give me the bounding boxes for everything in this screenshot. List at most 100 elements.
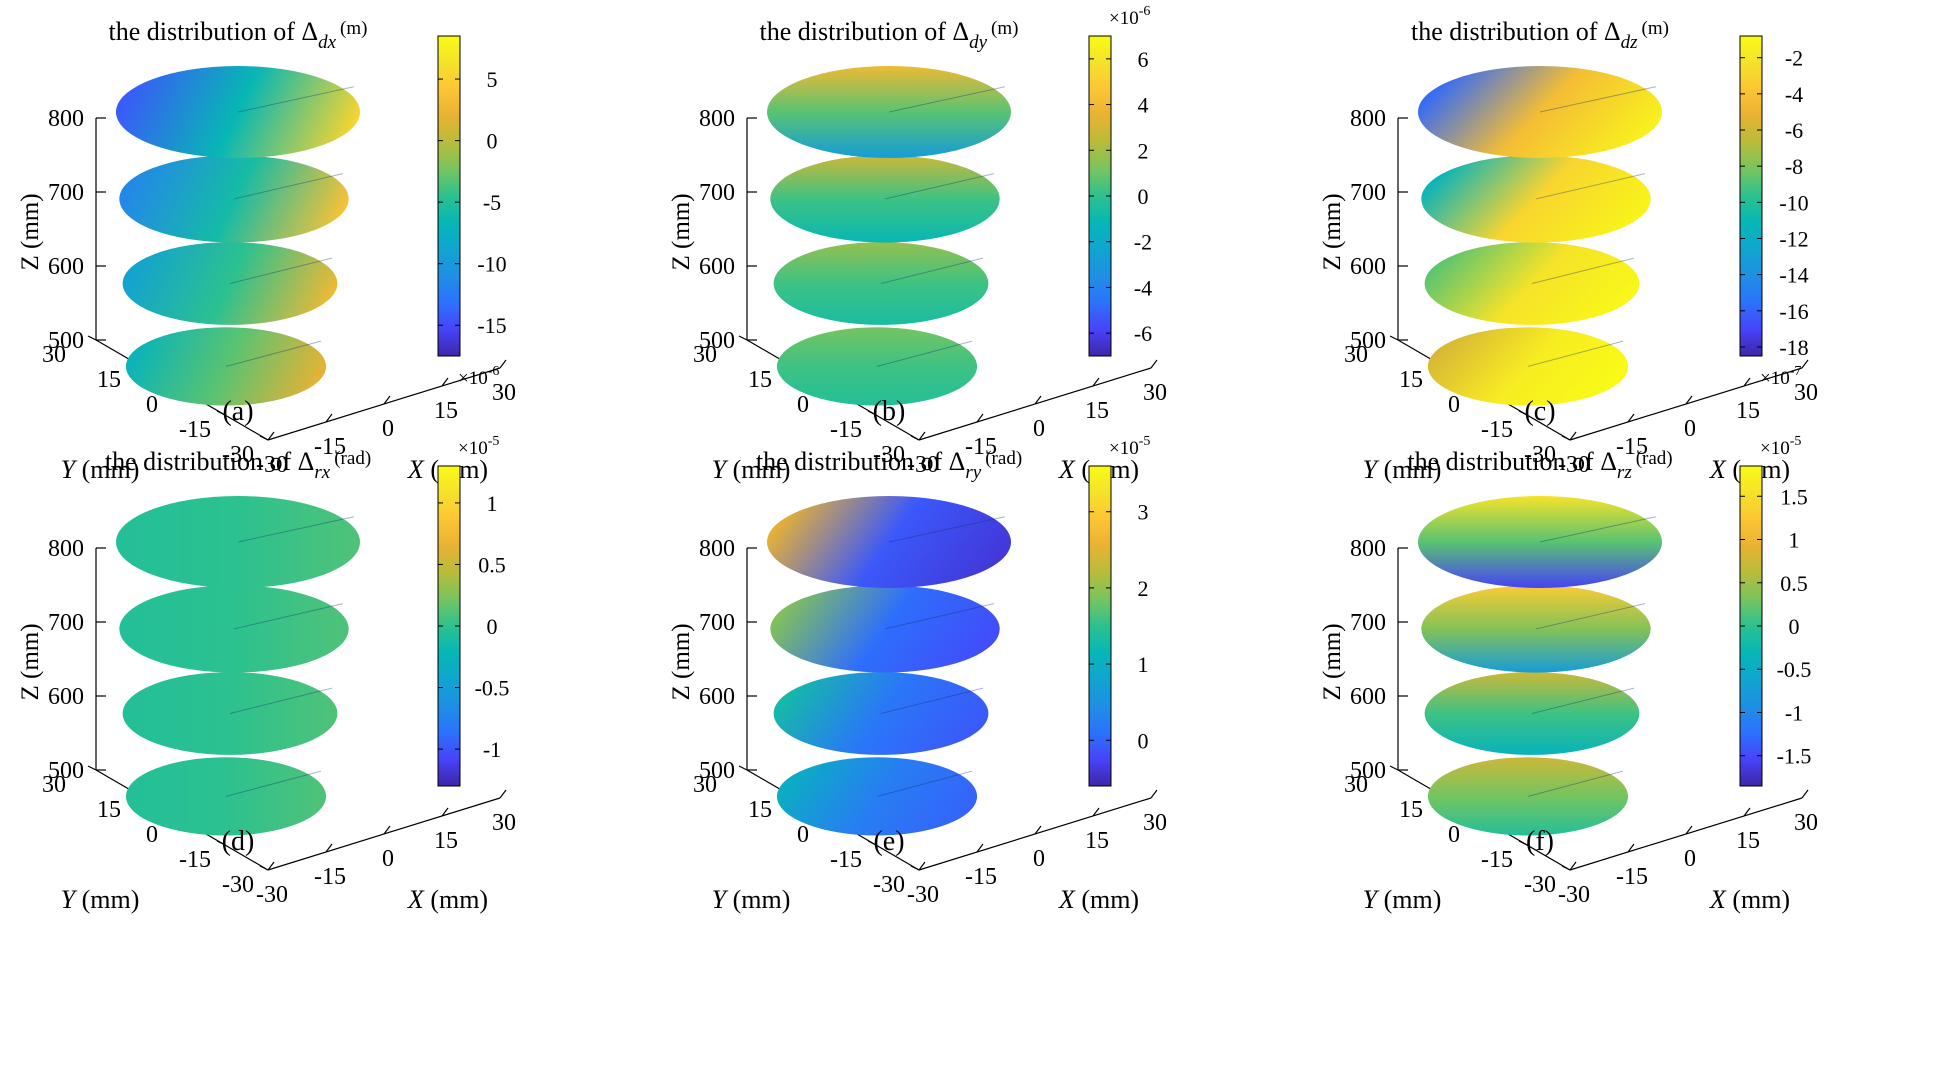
colorbar-tick-label: 4 xyxy=(1138,93,1149,118)
chart-panel-b: the distribution of Δdy(m)800700600500Z … xyxy=(668,4,1167,484)
z-tick-label: 600 xyxy=(48,254,84,280)
x-axis-label: X (mm) xyxy=(407,885,488,914)
colorbar-tick-label: -6 xyxy=(1785,118,1803,143)
exponent-power: -7 xyxy=(1790,364,1802,379)
z-axis-label: Z (mm) xyxy=(17,193,44,270)
title-unit: (m) xyxy=(991,18,1018,39)
chart-panel-c: the distribution of Δdz(m) 800 700 600 500 Z … xyxy=(1319,17,1818,484)
x-tick-label: -15 xyxy=(965,864,997,890)
colorbar-tick-label: 5 xyxy=(487,67,498,92)
chart-title: the distribution of Δrz(rad) xyxy=(1407,447,1672,483)
colorbar-tick-label: -5 xyxy=(483,190,501,215)
y-axis-var: Y xyxy=(1363,455,1380,484)
surface-seam xyxy=(229,687,333,714)
x-tick-label: 30 xyxy=(1143,380,1167,406)
z-tick-label: 800 xyxy=(1350,106,1386,132)
surface-layer-z700 xyxy=(1421,155,1651,243)
x-tick-label: 15 xyxy=(1736,828,1760,854)
colorbar-tick-label: 3 xyxy=(1138,500,1149,525)
y-tick-label: -30 xyxy=(222,442,254,468)
y-tick xyxy=(216,840,226,846)
y-axis-unit: (mm) xyxy=(1377,885,1441,914)
x-axis-unit: (mm) xyxy=(1726,885,1790,914)
surface-layer-z600 xyxy=(1424,672,1640,755)
colorbar-tick-label: -1 xyxy=(483,737,501,762)
y-tick xyxy=(1561,435,1571,441)
y-axis-var: Y xyxy=(1363,885,1380,914)
z-tick-label: 700 xyxy=(699,610,735,636)
y-tick-label: 15 xyxy=(1399,797,1423,823)
exponent-base: ×10 xyxy=(1760,438,1790,459)
z-tick-label: 700 xyxy=(48,610,84,636)
z-axis-label: Z (mm) xyxy=(1319,193,1346,270)
title-subscript: dy xyxy=(969,32,988,53)
title-prefix: the distribution of xyxy=(109,17,302,46)
colorbar-tick-label: -10 xyxy=(1779,190,1808,215)
chart-title: the distribution of Δdx(m) xyxy=(109,17,368,53)
y-axis-var: Y xyxy=(61,455,78,484)
colorbar-tick-label: -4 xyxy=(1134,275,1152,300)
colorbar-exponent: ×10-6 xyxy=(1109,4,1150,29)
x-axis-unit: (mm) xyxy=(1075,885,1139,914)
colorbar-tick-label: 2 xyxy=(1138,576,1149,601)
chart-panel-d: the distribution of Δrx(rad) 800 700 600 500… xyxy=(17,434,516,914)
title-prefix: the distribution of xyxy=(1407,447,1600,476)
surface-seam xyxy=(1539,516,1657,543)
z-axis-label: Z (mm) xyxy=(668,193,695,270)
panel-label: (f) xyxy=(1526,826,1554,857)
surface-seam xyxy=(876,770,973,797)
x-tick-label: 0 xyxy=(1684,846,1696,872)
x-tick xyxy=(1569,861,1577,871)
surface-layer-z800 xyxy=(767,66,1011,158)
y-tick-label: 30 xyxy=(1344,342,1368,368)
colorbar-tick-label: -12 xyxy=(1779,226,1808,251)
z-tick-label: 800 xyxy=(48,106,84,132)
colorbar-tick-label: -6 xyxy=(1134,321,1152,346)
x-tick xyxy=(1569,431,1577,441)
x-tick-label: 0 xyxy=(382,416,394,442)
y-tick-label: 30 xyxy=(1344,772,1368,798)
x-tick-label: 0 xyxy=(1033,416,1045,442)
y-axis-unit: (mm) xyxy=(726,455,790,484)
panel-label: (a) xyxy=(222,396,253,427)
x-tick-label: 15 xyxy=(1085,398,1109,424)
y-axis-var: Y xyxy=(712,455,729,484)
title-prefix: the distribution of xyxy=(1411,17,1604,46)
title-symbol: Δ xyxy=(952,17,969,46)
y-tick-label: -30 xyxy=(1524,442,1556,468)
exponent-base: ×10 xyxy=(1109,8,1139,29)
x-axis-var: X xyxy=(1058,455,1076,484)
surface-layer-z800 xyxy=(767,496,1011,588)
colorbar-exponent: ×10-5 xyxy=(1109,434,1150,459)
x-tick-label: -30 xyxy=(256,882,288,908)
colorbar-tick-label: 0.5 xyxy=(478,552,506,577)
y-tick-label: 15 xyxy=(97,367,121,393)
y-tick xyxy=(1518,840,1528,846)
y-tick-label: -30 xyxy=(222,872,254,898)
surface-seam xyxy=(1527,340,1624,367)
surface-seam xyxy=(237,516,355,543)
exponent-base: ×10 xyxy=(458,368,488,389)
x-tick xyxy=(1743,377,1751,387)
x-tick-label: 15 xyxy=(434,398,458,424)
colorbar-tick-label: 0 xyxy=(487,129,498,154)
x-axis-var: X xyxy=(407,885,425,914)
y-tick-label: 15 xyxy=(748,797,772,823)
z-tick-label: 500 xyxy=(1350,328,1386,354)
y-tick-label: 0 xyxy=(797,822,809,848)
y-tick-label: -15 xyxy=(1481,417,1513,443)
x-tick xyxy=(1743,807,1751,817)
surface-layer-z500 xyxy=(1427,757,1629,836)
colorbar xyxy=(1088,465,1112,787)
y-tick-label: 30 xyxy=(42,342,66,368)
z-axis-label: Z (mm) xyxy=(668,623,695,700)
z-tick-label: 600 xyxy=(699,254,735,280)
surface-layer-z500 xyxy=(1427,327,1629,406)
x-tick-label: -30 xyxy=(1558,452,1590,478)
exponent-power: -5 xyxy=(1139,434,1151,449)
surface-layer-z800 xyxy=(1418,496,1662,588)
panel-label: (d) xyxy=(222,826,255,857)
surface-layer-z500 xyxy=(125,327,327,406)
x-tick xyxy=(976,413,984,423)
